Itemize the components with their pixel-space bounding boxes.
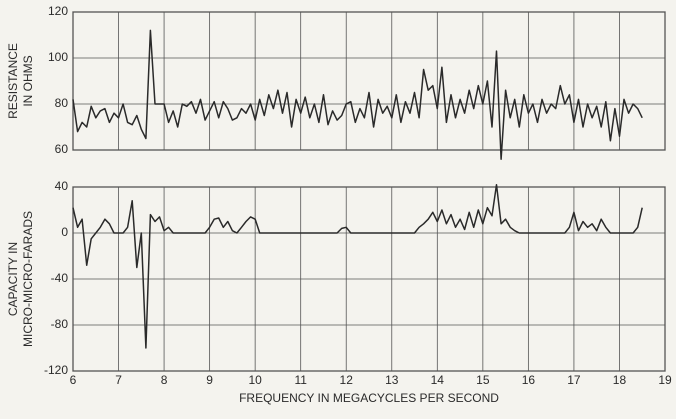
- y-tick-label: 80: [55, 96, 69, 110]
- y-tick-label: 120: [48, 4, 68, 18]
- x-tick-label: 8: [161, 373, 168, 387]
- y-tick-label: 0: [61, 225, 68, 239]
- y-axis-title: MICRO-MICRO-FARADS: [21, 211, 35, 347]
- x-tick-label: 19: [658, 373, 672, 387]
- x-axis-title: FREQUENCY IN MEGACYCLES PER SECOND: [239, 391, 499, 405]
- x-tick-label: 15: [476, 373, 490, 387]
- y-axis-title: RESISTANCE: [6, 43, 20, 119]
- y-tick-label: -40: [51, 271, 69, 285]
- x-tick-label: 16: [522, 373, 536, 387]
- data-line: [72, 29, 643, 160]
- x-tick-label: 7: [115, 373, 122, 387]
- x-tick-label: 9: [206, 373, 213, 387]
- x-tick-label: 6: [70, 373, 77, 387]
- x-tick-label: 13: [385, 373, 399, 387]
- x-tick-label: 14: [431, 373, 445, 387]
- y-tick-label: 40: [55, 179, 69, 193]
- x-tick-label: 18: [613, 373, 627, 387]
- y-tick-label: -120: [44, 363, 68, 377]
- plot-frame: [72, 11, 666, 151]
- x-tick-label: 10: [248, 373, 262, 387]
- y-tick-label: 100: [48, 50, 68, 64]
- y-axis-title: IN OHMS: [21, 55, 35, 106]
- data-line: [72, 183, 643, 349]
- y-tick-label: 60: [55, 142, 69, 156]
- x-tick-label: 12: [340, 373, 354, 387]
- x-tick-label: 11: [294, 373, 307, 387]
- y-axis-title: CAPACITY IN: [6, 242, 20, 316]
- x-tick-label: 17: [567, 373, 581, 387]
- y-tick-label: -80: [51, 317, 69, 331]
